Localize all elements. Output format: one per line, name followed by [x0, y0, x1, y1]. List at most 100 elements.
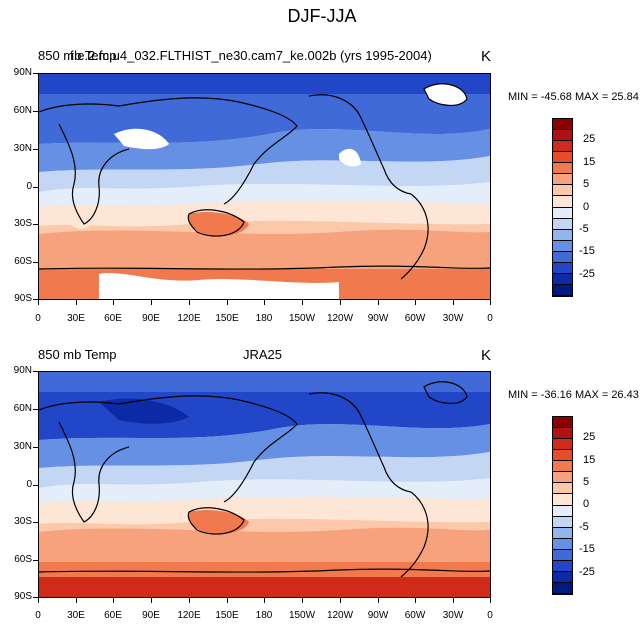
colorbar-label: 15 [583, 454, 596, 466]
lon-tick [113, 598, 114, 603]
lon-tick [151, 598, 152, 603]
lon-tick [227, 300, 228, 305]
colorbar-swatch [553, 560, 572, 572]
lon-tick [415, 300, 416, 305]
lon-tick [76, 598, 77, 603]
panel-left-label: 850 mb Temp [38, 48, 117, 63]
lat-label: 0 [26, 479, 32, 490]
lon-label: 30E [67, 313, 85, 324]
lat-label: 90N [13, 365, 32, 376]
lon-label: 90W [367, 610, 389, 621]
colorbar-label: -15 [579, 245, 595, 257]
colorbar-observed [552, 416, 573, 595]
lon-label: 150W [288, 313, 316, 324]
lon-tick [113, 300, 114, 305]
lat-tick [33, 111, 38, 112]
colorbar-label: 0 [583, 201, 590, 213]
lon-tick [302, 300, 303, 305]
lon-tick [151, 300, 152, 305]
lon-label: 120E [177, 610, 201, 621]
lon-label: 90E [142, 313, 160, 324]
colorbar-swatch [553, 119, 572, 131]
lon-label: 90W [367, 313, 389, 324]
lat-tick [33, 149, 38, 150]
colorbar-swatch [553, 152, 572, 164]
lon-label: 150E [215, 610, 239, 621]
lat-tick [33, 299, 38, 300]
colorbar-swatch [553, 251, 572, 263]
colorbar-label: -25 [579, 268, 595, 280]
map-plot-model [38, 73, 491, 300]
lon-label: 0 [487, 610, 493, 621]
lon-label: 150W [288, 610, 316, 621]
lon-label: 30W [442, 313, 464, 324]
colorbar-swatch [553, 185, 572, 197]
lon-label: 180 [255, 610, 273, 621]
colorbar-model [552, 118, 573, 297]
lat-tick [33, 560, 38, 561]
lon-tick [453, 598, 454, 603]
colorbar-swatch [553, 516, 572, 528]
lon-tick [264, 300, 265, 305]
lat-label: 60S [14, 554, 32, 565]
panel-center-label: JRA25 [243, 347, 283, 362]
colorbar-swatch [553, 284, 572, 296]
lon-tick [189, 598, 190, 603]
colorbar-swatch [553, 273, 572, 285]
lat-label: 0 [26, 181, 32, 192]
colorbar-swatch [553, 439, 572, 451]
lat-label: 90S [14, 293, 32, 304]
colorbar-label: 25 [583, 431, 596, 443]
colorbar-swatch [553, 505, 572, 517]
colorbar-swatch [553, 582, 572, 594]
lon-label: 120W [326, 610, 354, 621]
lon-label: 0 [35, 610, 41, 621]
lon-label: 180 [255, 313, 273, 324]
lat-label: 90S [14, 591, 32, 602]
lat-tick [33, 262, 38, 263]
lat-label: 30S [14, 218, 32, 229]
lon-tick [264, 598, 265, 603]
lat-tick [33, 371, 38, 372]
lat-label: 30N [13, 143, 32, 154]
panel-center-label: f.e.2.fc.u4_032.FLTHIST_ne30.cam7_ke.002… [70, 48, 432, 63]
colorbar-swatch [553, 262, 572, 274]
lat-tick [33, 187, 38, 188]
colorbar-label: 25 [583, 133, 596, 145]
colorbar-swatch [553, 494, 572, 506]
lon-label: 60E [104, 313, 122, 324]
lon-tick [302, 598, 303, 603]
colorbar-swatch [553, 571, 572, 583]
figure-title: DJF-JJA [287, 6, 357, 26]
lon-label: 60W [404, 313, 426, 324]
lon-label: 150E [215, 313, 239, 324]
temperature-field-model [39, 74, 490, 299]
lon-tick [490, 598, 491, 603]
lon-tick [38, 300, 39, 305]
lat-tick [33, 485, 38, 486]
colorbar-swatch [553, 163, 572, 175]
lon-label: 30E [67, 610, 85, 621]
temperature-field-observed [39, 372, 490, 597]
lon-label: 120W [326, 313, 354, 324]
lat-label: 30N [13, 441, 32, 452]
colorbar-swatch [553, 240, 572, 252]
lon-label: 60W [404, 610, 426, 621]
colorbar-label: 5 [583, 178, 590, 190]
lon-tick [227, 598, 228, 603]
lon-tick [453, 300, 454, 305]
lat-tick [33, 522, 38, 523]
lon-tick [415, 598, 416, 603]
panel-stats: MIN = -36.16 MAX = 26.43 [508, 389, 639, 401]
lon-label: 0 [487, 313, 493, 324]
lat-label: 60S [14, 256, 32, 267]
lon-tick [340, 598, 341, 603]
colorbar-swatch [553, 483, 572, 495]
colorbar-label: -5 [579, 521, 589, 533]
colorbar-swatch [553, 196, 572, 208]
panel-units: K [481, 347, 492, 364]
lat-label: 90N [13, 67, 32, 78]
lon-label: 90E [142, 610, 160, 621]
lon-tick [76, 300, 77, 305]
lon-label: 120E [177, 313, 201, 324]
